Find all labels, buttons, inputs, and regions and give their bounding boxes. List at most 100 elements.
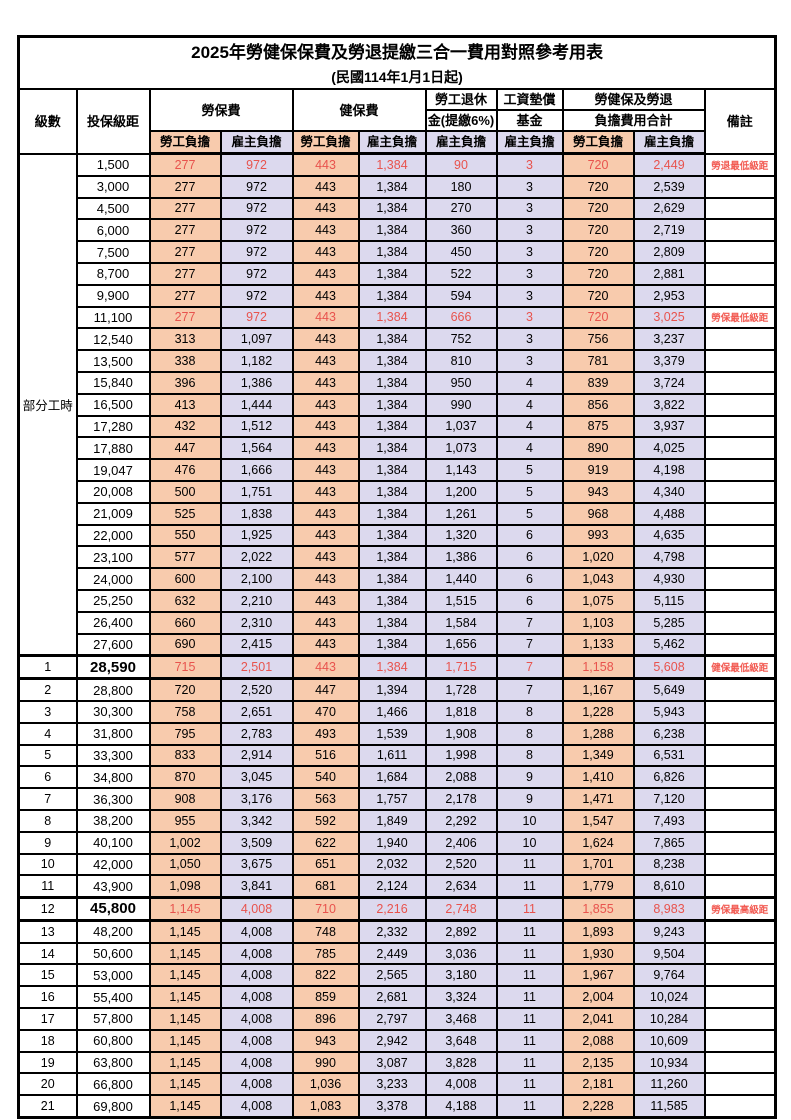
cell-total-employer: 5,608 xyxy=(632,654,706,681)
table-body: 部分工時 1,500 277 972 443 1,384 90 3 720 2,449 勞退最低級距… xyxy=(17,152,777,1119)
table-row: 1 28,590 715 2,501 443 1,384 1,715 7 1,158 5,608 健… xyxy=(17,654,777,681)
cell-labor-employee: 1,145 xyxy=(148,941,222,966)
cell-labor-employee: 1,145 xyxy=(148,985,222,1010)
remark-cell xyxy=(703,174,777,199)
cell-labor-employer: 4,008 xyxy=(219,896,294,922)
cell-total-employer: 2,881 xyxy=(632,261,706,286)
cell-health-employee: 493 xyxy=(291,721,360,746)
cell-total-employer: 3,025 xyxy=(632,305,706,330)
col-header-wage-fund-line2: 基金 xyxy=(495,109,564,132)
cell-pension-employer: 1,908 xyxy=(424,721,498,746)
table-row: 21,009 525 1,838 443 1,384 1,261 5 968 4,488 xyxy=(19,501,777,526)
cell-health-employee: 822 xyxy=(291,963,360,988)
cell-total-employer: 2,953 xyxy=(632,283,706,308)
cell-health-employee: 443 xyxy=(291,479,360,504)
cell-wage-fund-employer: 9 xyxy=(495,787,564,811)
cell-labor-employee: 870 xyxy=(148,765,222,790)
cell-wage-fund-employer: 5 xyxy=(495,458,564,482)
level-cell: 15 xyxy=(17,963,78,988)
table-row: 7 36,300 908 3,176 563 1,757 2,178 9 1,471 7,120 xyxy=(17,787,777,811)
cell-total-employer: 2,629 xyxy=(632,196,706,221)
level-cell: 11 xyxy=(17,874,78,899)
level-cell: 3 xyxy=(17,699,78,724)
header-row-3: 勞工負擔 雇主負擔 勞工負擔 雇主負擔 雇主負擔 雇主負擔 勞工負擔 雇主負擔 xyxy=(19,130,776,155)
table-row: 9,900 277 972 443 1,384 594 3 720 2,953 xyxy=(19,283,777,308)
cell-labor-employer: 1,666 xyxy=(219,458,294,482)
cell-labor-employee: 277 xyxy=(148,283,222,308)
cell-pension-employer: 180 xyxy=(424,174,498,199)
cell-health-employer: 2,216 xyxy=(357,896,427,922)
level-cell: 12 xyxy=(17,896,78,922)
cell-wage-fund-employer: 11 xyxy=(495,1072,564,1097)
cell-health-employer: 2,449 xyxy=(357,941,427,966)
cell-health-employer: 3,233 xyxy=(357,1072,427,1097)
cell-health-employer: 1,384 xyxy=(357,501,427,526)
cell-total-employer: 10,284 xyxy=(632,1007,706,1031)
cell-health-employer: 1,384 xyxy=(357,436,427,461)
level-cell: 21 xyxy=(17,1094,78,1119)
bracket-cell: 13,500 xyxy=(75,349,151,373)
cell-labor-employee: 500 xyxy=(148,479,222,504)
bracket-cell: 9,900 xyxy=(75,283,151,308)
cell-health-employer: 1,384 xyxy=(357,305,427,330)
cell-total-employee: 1,779 xyxy=(561,874,635,899)
cell-pension-employer: 2,178 xyxy=(424,787,498,811)
remark-cell: 勞退最低級距 xyxy=(703,152,777,177)
cell-wage-fund-employer: 3 xyxy=(495,196,564,221)
bracket-cell: 22,000 xyxy=(75,523,151,548)
cell-total-employee: 1,043 xyxy=(561,567,635,591)
header-row-1: 級數 投保級距 勞保費 健保費 勞工退休 工資墊償 勞健保及勞退 備註 xyxy=(17,88,777,155)
cell-total-employee: 720 xyxy=(561,218,635,243)
cell-wage-fund-employer: 7 xyxy=(495,654,564,681)
col-header-pension-line2: 金(提繳6%) xyxy=(424,109,498,132)
remark-cell xyxy=(703,283,777,308)
remark-cell xyxy=(703,1050,777,1075)
remark-cell xyxy=(703,985,777,1010)
table-row: 5 33,300 833 2,914 516 1,611 1,998 8 1,349 6,531 xyxy=(17,743,777,768)
cell-health-employer: 1,849 xyxy=(357,808,427,833)
cell-health-employee: 447 xyxy=(291,677,360,702)
cell-total-employee: 1,167 xyxy=(561,677,635,702)
cell-health-employer: 3,378 xyxy=(357,1094,427,1119)
bracket-cell: 26,400 xyxy=(75,610,151,635)
cell-health-employer: 1,384 xyxy=(357,545,427,570)
cell-wage-fund-employer: 11 xyxy=(495,919,564,944)
cell-labor-employee: 313 xyxy=(148,327,222,352)
level-cell: 9 xyxy=(17,830,78,855)
page-title: 2025年勞健保保費及勞退提繳三合一費用對照參考用表 xyxy=(191,43,603,62)
cell-health-employee: 443 xyxy=(291,305,360,330)
cell-health-employer: 1,384 xyxy=(357,632,427,657)
cell-total-employer: 6,238 xyxy=(632,721,706,746)
cell-wage-fund-employer: 3 xyxy=(495,349,564,373)
cell-health-employer: 1,384 xyxy=(357,370,427,395)
cell-total-employee: 756 xyxy=(561,327,635,352)
bracket-cell: 69,800 xyxy=(75,1094,151,1119)
cell-total-employer: 3,822 xyxy=(632,392,706,417)
cell-labor-employee: 660 xyxy=(148,610,222,635)
cell-total-employee: 2,004 xyxy=(561,985,635,1010)
cell-labor-employee: 476 xyxy=(148,458,222,482)
cell-labor-employer: 3,841 xyxy=(219,874,294,899)
level-cell: 18 xyxy=(17,1028,78,1053)
remark-cell xyxy=(703,852,777,877)
bracket-cell: 40,100 xyxy=(75,830,151,855)
cell-health-employer: 1,384 xyxy=(357,479,427,504)
cell-health-employer: 2,942 xyxy=(357,1028,427,1053)
cell-pension-employer: 1,143 xyxy=(424,458,498,482)
cell-health-employee: 681 xyxy=(291,874,360,899)
cell-total-employer: 4,798 xyxy=(632,545,706,570)
bracket-cell: 11,100 xyxy=(75,305,151,330)
cell-total-employer: 9,243 xyxy=(632,919,706,944)
cell-total-employee: 720 xyxy=(561,283,635,308)
cell-total-employee: 1,701 xyxy=(561,852,635,877)
cell-wage-fund-employer: 3 xyxy=(495,305,564,330)
cell-labor-employer: 972 xyxy=(219,305,294,330)
cell-health-employee: 443 xyxy=(291,501,360,526)
cell-labor-employer: 4,008 xyxy=(219,1028,294,1053)
cell-health-employee: 443 xyxy=(291,436,360,461)
cell-total-employer: 11,585 xyxy=(632,1094,706,1119)
cell-total-employee: 720 xyxy=(561,240,635,264)
level-cell: 1 xyxy=(17,654,78,681)
cell-health-employee: 443 xyxy=(291,327,360,352)
remark-cell xyxy=(703,370,777,395)
